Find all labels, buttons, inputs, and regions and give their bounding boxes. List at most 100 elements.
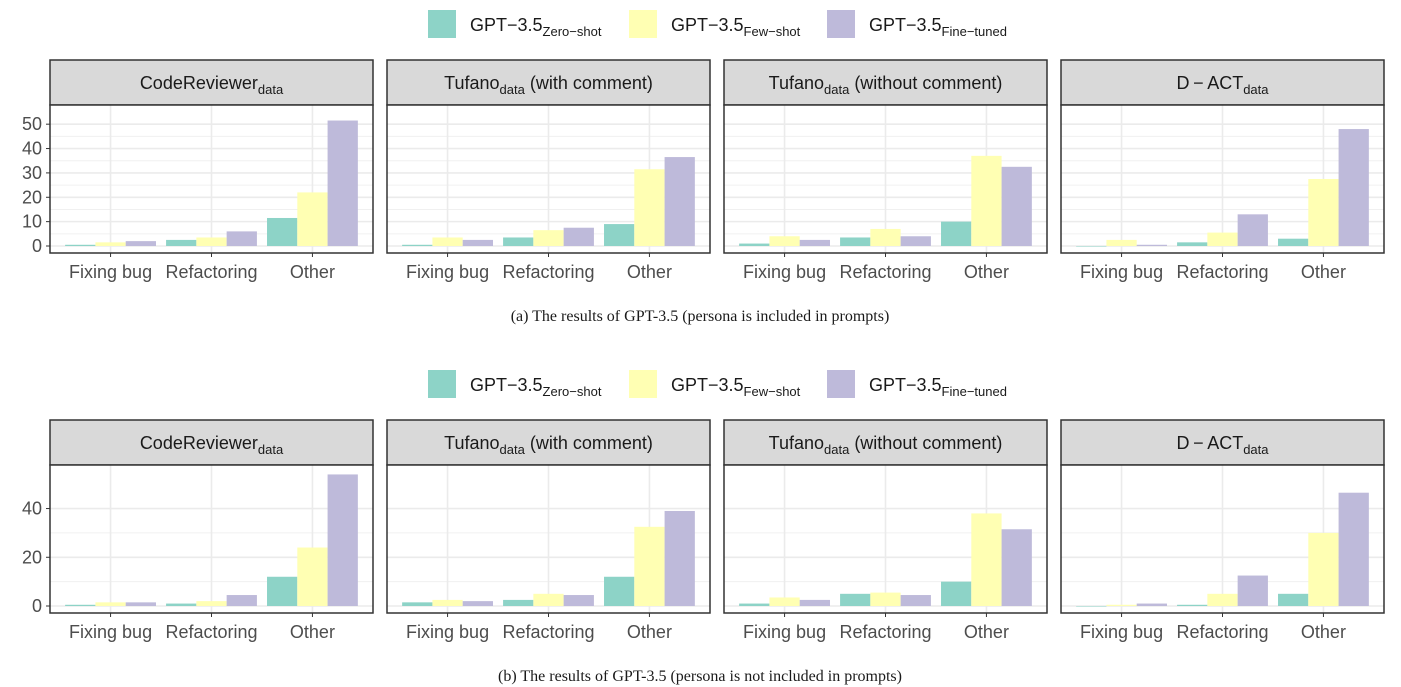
- panel-1-3: D − ACTdata Fixing bug Refactoring Other: [1060, 419, 1385, 642]
- panel-title-sub: data: [824, 442, 850, 457]
- legend-label-sub: Fine−tuned: [942, 24, 1007, 39]
- bar-other-series-2: [1001, 166, 1032, 246]
- panel-title-main: CodeReviewer: [140, 73, 258, 93]
- bar-fixing-bug-series-1: [1106, 239, 1137, 246]
- panel-0-2: Tufanodata (without comment) Fixing bug Re…: [723, 59, 1048, 282]
- bar-fixing-bug-series-0: [739, 603, 770, 606]
- x-tick-label: Fixing bug: [69, 262, 152, 282]
- panel-title: Tufanodata (without comment): [769, 433, 1003, 457]
- panel-title-sub: data: [500, 82, 526, 97]
- x-tick-label: Fixing bug: [69, 622, 152, 642]
- bar-refactoring-series-1: [533, 230, 564, 246]
- panel-title-main: Tufano: [769, 433, 824, 453]
- bar-refactoring-series-1: [1207, 232, 1238, 246]
- x-tick-label: Other: [627, 622, 672, 642]
- bar-fixing-bug-series-2: [462, 239, 493, 246]
- bar-fixing-bug-series-2: [1136, 244, 1167, 246]
- bar-other-series-1: [634, 526, 665, 606]
- x-tick-label: Refactoring: [502, 622, 594, 642]
- legend-label-sub: Few−shot: [744, 24, 801, 39]
- panel-title-sub: data: [824, 82, 850, 97]
- bar-fixing-bug-series-1: [95, 242, 126, 246]
- x-tick-label: Refactoring: [502, 262, 594, 282]
- panel-title-main: Tufano: [444, 433, 499, 453]
- x-tick-label: Other: [290, 622, 335, 642]
- bar-fixing-bug-series-0: [1076, 606, 1107, 607]
- panel-title-suffix: (without comment): [849, 433, 1002, 453]
- panel-strip: [49, 419, 374, 466]
- y-tick-label: 0: [32, 236, 42, 256]
- legend-swatch-2: [827, 370, 855, 398]
- panel-title-sub: data: [258, 442, 284, 457]
- x-tick-label: Refactoring: [839, 622, 931, 642]
- legend-label-base: GPT−3.5: [671, 15, 744, 35]
- panel-title-sub: data: [258, 82, 284, 97]
- legend: GPT−3.5Zero−shot GPT−3.5Few−shot GPT−3.5Fi…: [428, 370, 1007, 399]
- x-tick-label: Refactoring: [1176, 262, 1268, 282]
- bar-fixing-bug-series-1: [432, 599, 463, 606]
- bar-refactoring-series-0: [503, 237, 534, 246]
- bar-refactoring-series-1: [1207, 593, 1238, 606]
- panel-0-1: Tufanodata (with comment) Fixing bug Refac…: [386, 59, 711, 282]
- panel-1-1: Tufanodata (with comment) Fixing bug Refac…: [386, 419, 711, 642]
- panel-0-0: CodeReviewerdata Fixing bug Refactoring Oth…: [22, 59, 374, 282]
- panel-title-sub: data: [1243, 442, 1269, 457]
- bar-other-series-0: [941, 221, 972, 246]
- bar-fixing-bug-series-0: [1076, 246, 1107, 247]
- legend-label-base: GPT−3.5: [869, 375, 942, 395]
- legend-swatch-1: [629, 370, 657, 398]
- panel-strip: [386, 59, 711, 106]
- panel-title: Tufanodata (with comment): [444, 73, 653, 97]
- panel-strip: [49, 59, 374, 106]
- panel-title: CodeReviewerdata: [140, 433, 284, 457]
- bar-refactoring-series-2: [1237, 575, 1268, 606]
- y-tick-label: 30: [22, 163, 42, 183]
- bar-other-series-1: [971, 155, 1002, 246]
- x-tick-label: Fixing bug: [1080, 262, 1163, 282]
- bar-fixing-bug-series-2: [125, 602, 156, 606]
- bar-refactoring-series-2: [563, 227, 594, 246]
- panel-title-suffix: (with comment): [525, 73, 653, 93]
- bar-other-series-1: [1308, 179, 1339, 246]
- y-tick-label: 50: [22, 114, 42, 134]
- legend-label-base: GPT−3.5: [671, 375, 744, 395]
- bar-other-series-2: [1001, 529, 1032, 606]
- bar-refactoring-series-1: [870, 228, 901, 246]
- bar-refactoring-series-0: [840, 593, 871, 606]
- bar-refactoring-series-0: [503, 599, 534, 606]
- bar-refactoring-series-1: [196, 237, 227, 246]
- y-tick-label: 0: [32, 596, 42, 616]
- panel-title: Tufanodata (without comment): [769, 73, 1003, 97]
- panel-1-0: CodeReviewerdata Fixing bug Refactoring Oth…: [22, 419, 374, 642]
- legend: GPT−3.5Zero−shot GPT−3.5Few−shot GPT−3.5Fi…: [428, 10, 1007, 39]
- bar-other-series-1: [634, 169, 665, 246]
- legend-label-sub: Few−shot: [744, 384, 801, 399]
- y-tick-label: 40: [22, 499, 42, 519]
- x-tick-label: Refactoring: [1176, 622, 1268, 642]
- bar-refactoring-series-0: [1177, 242, 1208, 246]
- legend-label-base: GPT−3.5: [470, 15, 543, 35]
- panel-strip: [723, 59, 1048, 106]
- bar-refactoring-series-1: [533, 593, 564, 606]
- panel-title: D − ACTdata: [1176, 433, 1269, 457]
- legend-label-sub: Zero−shot: [543, 24, 602, 39]
- legend-label-sub: Fine−tuned: [942, 384, 1007, 399]
- panel-title-main: D − ACT: [1176, 433, 1243, 453]
- bar-other-series-0: [1278, 593, 1309, 606]
- bar-other-series-2: [664, 510, 695, 606]
- bar-fixing-bug-series-2: [799, 599, 830, 606]
- bar-refactoring-series-0: [840, 237, 871, 246]
- bar-fixing-bug-series-1: [769, 236, 800, 246]
- bar-refactoring-series-1: [196, 601, 227, 606]
- bar-other-series-1: [297, 192, 328, 246]
- figure-caption: (a) The results of GPT-3.5 (persona is i…: [511, 308, 890, 325]
- x-tick-label: Fixing bug: [406, 622, 489, 642]
- x-tick-label: Fixing bug: [743, 262, 826, 282]
- bar-other-series-2: [327, 120, 358, 246]
- x-tick-label: Other: [290, 262, 335, 282]
- x-tick-label: Other: [1301, 622, 1346, 642]
- bar-fixing-bug-series-1: [1106, 604, 1137, 606]
- panel-title-main: D − ACT: [1176, 73, 1243, 93]
- x-tick-label: Other: [627, 262, 672, 282]
